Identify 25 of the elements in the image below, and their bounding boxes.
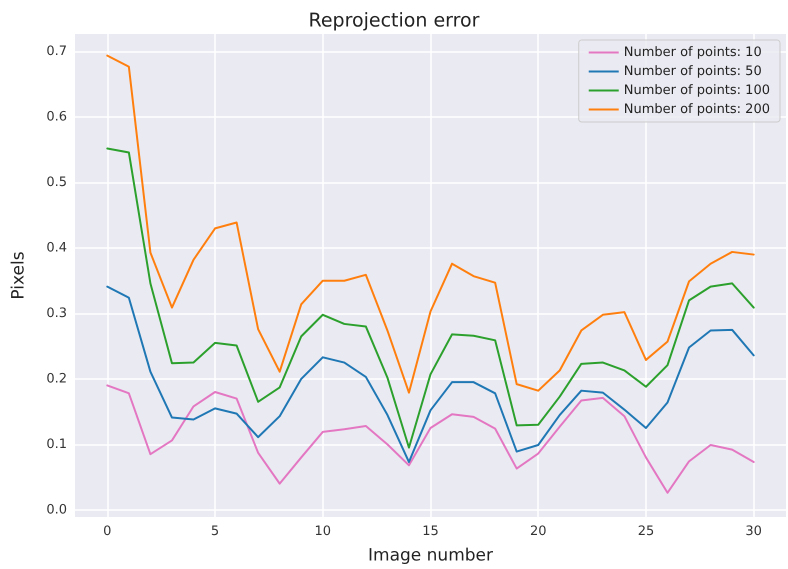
y-tick-label: 0.2 [46,371,67,386]
y-tick-label: 0.7 [46,44,67,60]
y-tick-label: 0.4 [46,240,67,256]
y-tick-label: 0.0 [46,502,67,518]
line-series [106,286,755,464]
legend-label: Number of points: 10 [624,45,762,60]
x-tick-label: 30 [745,524,762,539]
y-tick-label: 0.6 [46,110,67,125]
line-series [106,384,755,494]
x-tick-label: 10 [314,524,332,539]
legend-label: Number of points: 200 [624,102,770,117]
legend-label: Number of points: 100 [624,83,770,98]
x-tick-label: 15 [422,524,439,539]
legend-label: Number of points: 50 [624,64,762,79]
x-axis-title: Image number [368,546,494,566]
x-tick-label: 5 [210,524,220,539]
x-tick-label: 20 [530,524,546,539]
y-tick-label: 0.5 [46,175,67,190]
y-tick-label: 0.3 [46,306,67,321]
y-axis-title: Pixels [8,251,28,300]
x-tick-label: 25 [638,524,654,539]
chart-title: Reprojection error [308,10,480,32]
line-series [106,148,755,449]
x-tick-label: 0 [103,524,112,539]
y-tick-label: 0.1 [46,436,67,452]
